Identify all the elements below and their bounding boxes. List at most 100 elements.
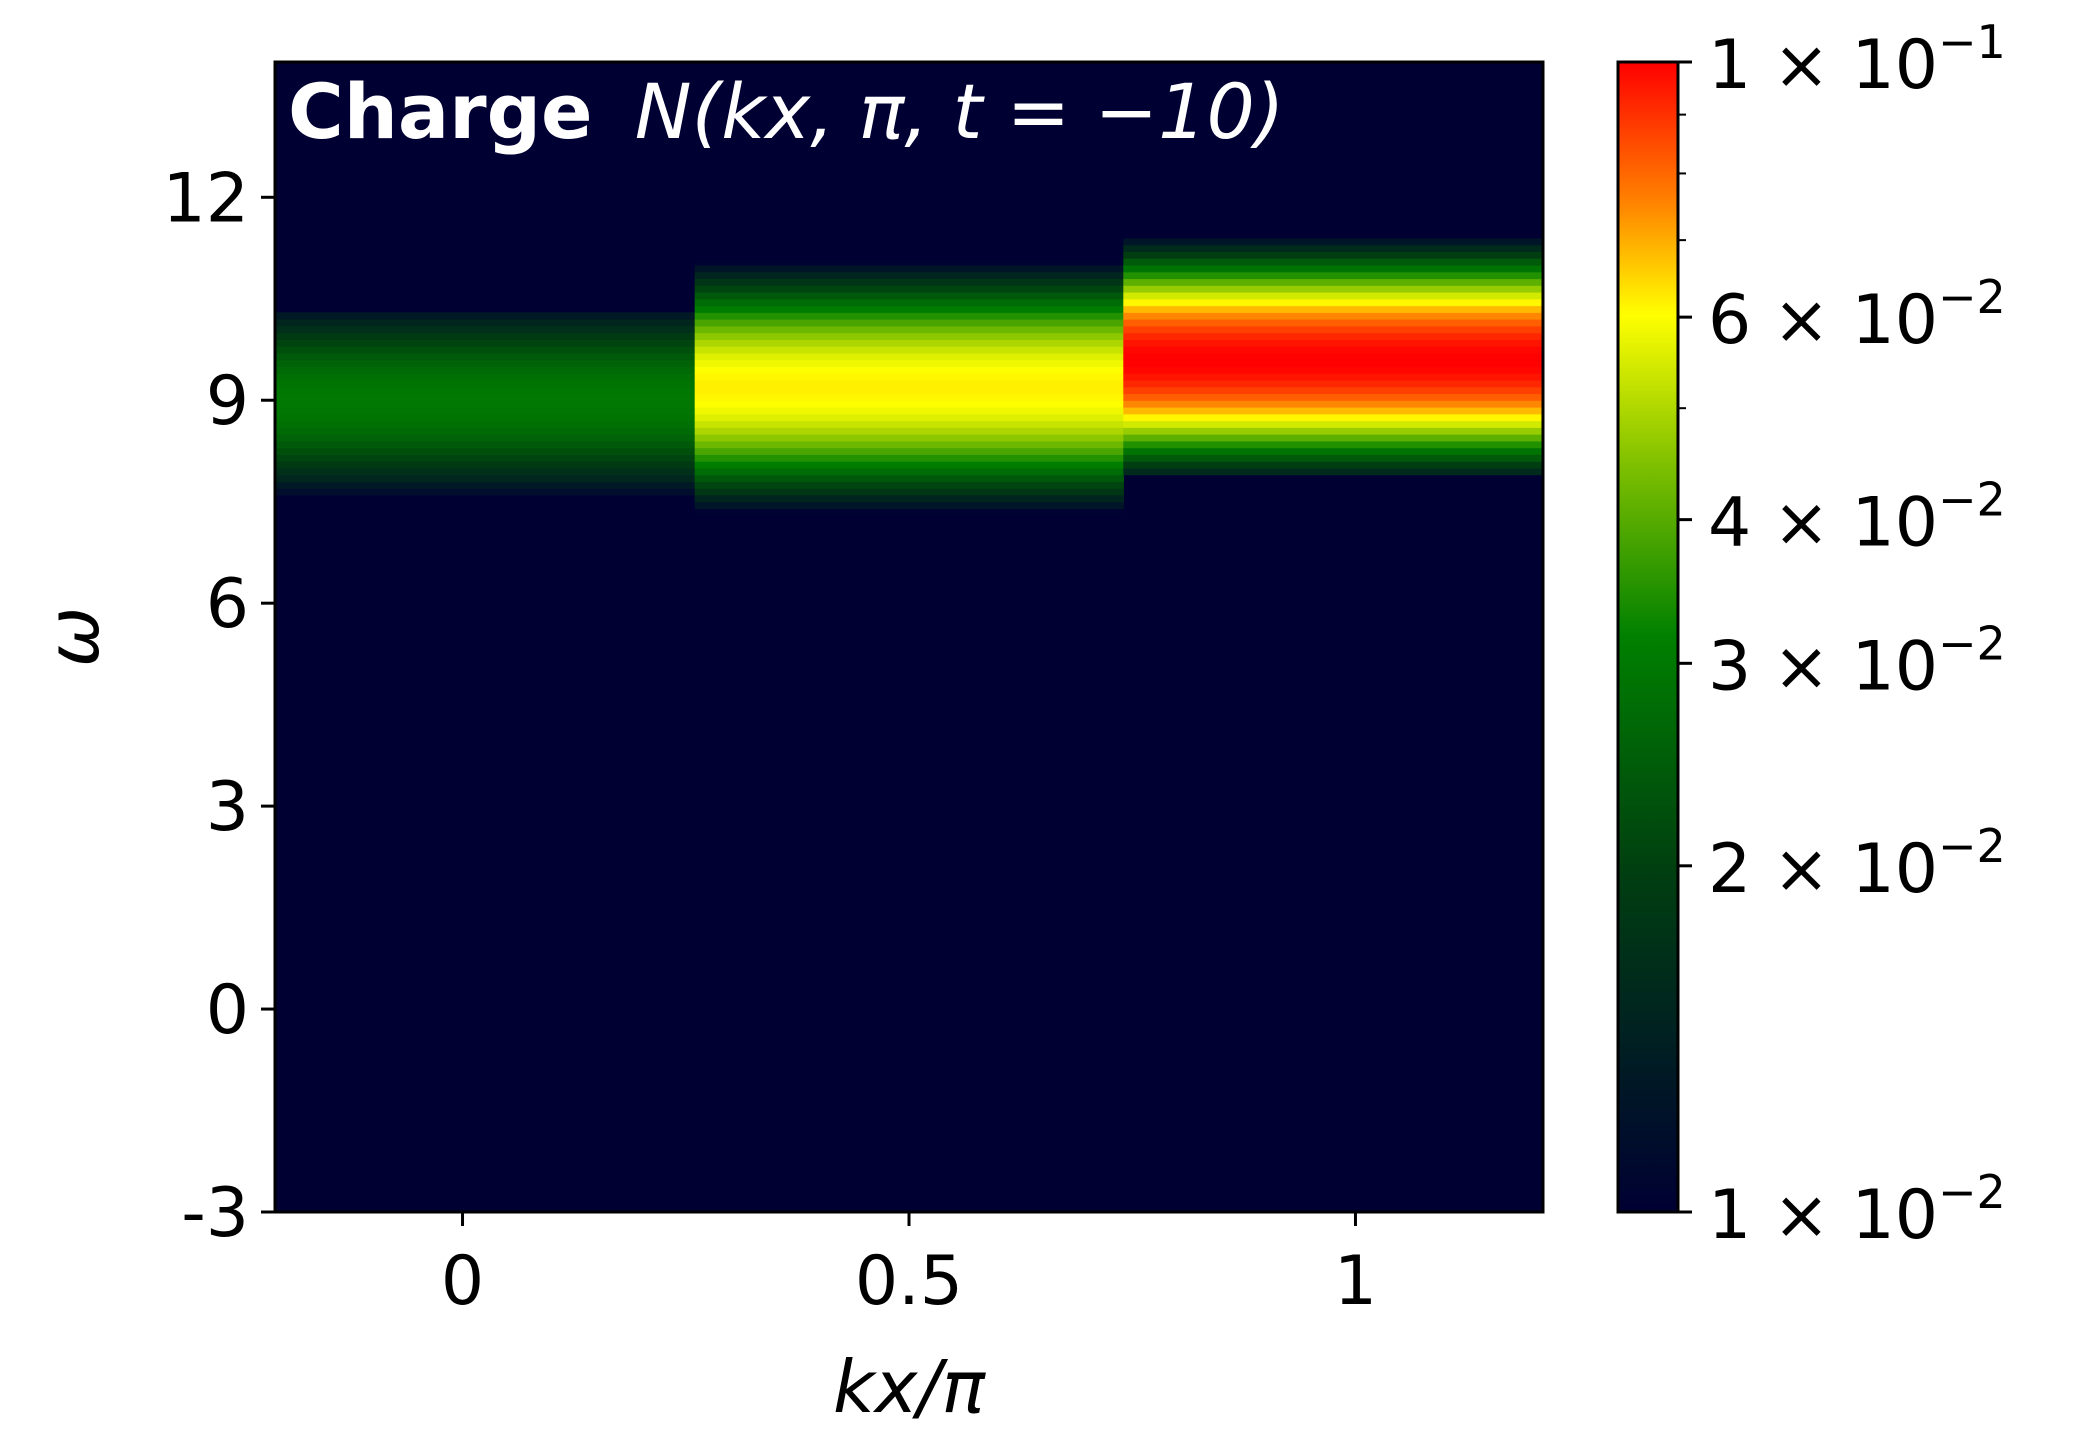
x-tick-label: 0.5: [855, 1242, 963, 1321]
y-tick-label: 0: [206, 971, 249, 1050]
heatmap-cell: [1123, 427, 1544, 435]
heatmap-cell: [275, 339, 696, 347]
heatmap-cell: [275, 576, 696, 584]
heatmap-cell: [275, 542, 696, 550]
heatmap-cell: [694, 373, 1124, 381]
heatmap-cell: [275, 481, 696, 489]
heatmap-cell: [694, 359, 1124, 368]
x-tick-label: 0: [441, 1242, 484, 1321]
heatmap-cell: [694, 467, 1124, 476]
y-tick-label: 6: [206, 565, 249, 644]
heatmap-cell: [1123, 292, 1544, 300]
heatmap-cell: [275, 400, 696, 408]
heatmap-cell: [694, 434, 1124, 442]
heatmap-cell: [275, 359, 696, 368]
heatmap-cell: [1123, 366, 1544, 374]
heatmap-cell: [275, 413, 696, 422]
heatmap-cell: [1123, 305, 1544, 313]
heatmap-cell: [275, 427, 696, 435]
y-tick-label: 9: [206, 362, 249, 441]
y-tick-label: 3: [206, 768, 249, 847]
heatmap-cell: [1123, 447, 1544, 455]
x-tick-label: 1: [1334, 1242, 1377, 1321]
heatmap-cells: [275, 231, 1544, 591]
heatmap-cell: [1123, 386, 1544, 395]
heatmap-cell: [694, 278, 1124, 286]
heatmap-cell: [1123, 231, 1544, 239]
heatmap-cell: [275, 386, 696, 395]
heatmap-cell: [694, 407, 1124, 415]
heatmap-cell: [694, 501, 1124, 510]
colorbar-tick-label: 3 × 10−2: [1708, 616, 2006, 706]
heatmap-cell: [1123, 251, 1544, 259]
heatmap-cell: [694, 292, 1124, 300]
heatmap-cell: [275, 515, 696, 523]
heatmap-cell: [1123, 264, 1544, 273]
heatmap-cell: [275, 582, 696, 591]
heatmap-cell: [694, 258, 1124, 266]
heatmap-cell: [694, 481, 1124, 489]
heatmap-cell: [1123, 407, 1544, 415]
heatmap-cell: [1123, 237, 1544, 246]
heatmap-cell: [694, 332, 1124, 340]
heatmap-column: [1123, 231, 1544, 476]
heatmap-cell: [275, 346, 696, 354]
heatmap-cell: [275, 352, 696, 361]
heatmap-cell: [275, 325, 696, 334]
heatmap-cell: [275, 332, 696, 340]
heatmap-cell: [694, 400, 1124, 408]
heatmap-cell: [694, 488, 1124, 496]
heatmap-cell: [694, 420, 1124, 428]
heatmap-cell: [275, 454, 696, 462]
heatmap-cell: [1123, 420, 1544, 428]
heatmap-cell: [275, 447, 696, 455]
colorbar-tick-label: 1 × 10−1: [1708, 15, 2006, 105]
heatmap-cell: [275, 508, 696, 516]
heatmap-cell: [275, 528, 696, 537]
heatmap-cell: [694, 319, 1124, 327]
chart-title: Charge N(kx, π, t = −10): [288, 67, 1284, 156]
heatmap-cell: [694, 325, 1124, 334]
heatmap-cell: [1123, 285, 1544, 293]
heatmap-cell: [1123, 454, 1544, 462]
heatmap-cell: [275, 501, 696, 510]
heatmap-cell: [694, 352, 1124, 361]
plot-area: [273, 60, 1545, 1214]
heatmap-cell: [275, 366, 696, 374]
heatmap-column: [694, 244, 1124, 523]
heatmap-cell: [694, 461, 1124, 469]
heatmap-cell: [694, 305, 1124, 313]
heatmap-cell: [1123, 339, 1544, 347]
heatmap-cell: [1123, 298, 1544, 307]
heatmap-cell: [694, 271, 1124, 280]
heatmap-cell: [275, 420, 696, 428]
heatmap-cell: [1123, 244, 1544, 253]
heatmap-cell: [1123, 467, 1544, 476]
heatmap-cell: [275, 467, 696, 476]
heatmap-cell: [275, 562, 696, 570]
heatmap-cell: [694, 251, 1124, 259]
heatmap-cell: [1123, 271, 1544, 280]
heatmap-cell: [1123, 393, 1544, 401]
heatmap-cell: [1123, 440, 1544, 449]
heatmap-cell: [1123, 379, 1544, 388]
heatmap-cell: [275, 488, 696, 496]
colorbar-tick-label: 4 × 10−2: [1708, 473, 2006, 563]
heatmap-column: [275, 312, 696, 591]
heatmap-cell: [1123, 332, 1544, 340]
heatmap-cell: [694, 379, 1124, 388]
heatmap-cell: [1123, 373, 1544, 381]
heatmap-cell: [275, 373, 696, 381]
heatmap-cell: [694, 285, 1124, 293]
heatmap-cell: [694, 386, 1124, 395]
heatmap-cell: [1123, 434, 1544, 442]
colorbar: 1 × 10−1 6 × 10−2 4 × 10−2 3 × 10−2 2 × 10−2…: [1616, 15, 2006, 1255]
x-axis-label: kx/π: [833, 1345, 987, 1429]
heatmap-cell: [694, 427, 1124, 435]
heatmap-cell: [275, 555, 696, 564]
heatmap-cell: [694, 339, 1124, 347]
heatmap-cell: [694, 494, 1124, 503]
heatmap-cell: [1123, 258, 1544, 266]
heatmap-cell: [1123, 461, 1544, 469]
